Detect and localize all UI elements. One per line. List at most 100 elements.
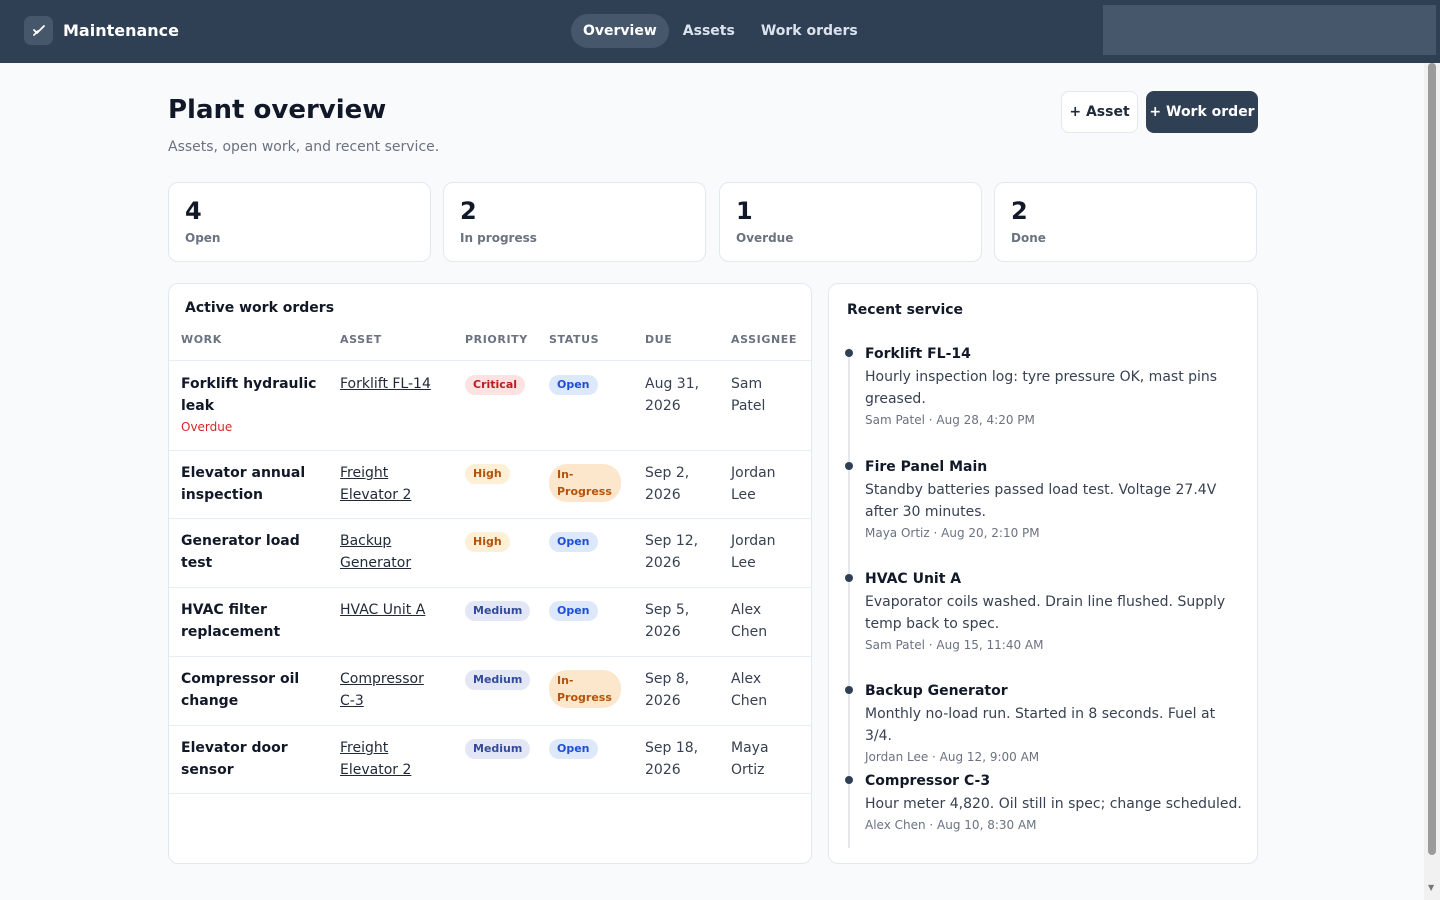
stat-value: 2	[1011, 197, 1028, 225]
stat-label: Done	[1011, 231, 1046, 245]
assignee: Jordan Lee	[731, 533, 776, 571]
add-asset-button[interactable]: + Asset	[1061, 91, 1138, 133]
due-date: Sep 8, 2026	[645, 671, 690, 709]
due-date: Aug 31, 2026	[645, 376, 700, 414]
nav-overview[interactable]: Overview	[571, 14, 669, 48]
entry-description: Standby batteries passed load test. Volt…	[865, 482, 1217, 520]
assignee: Alex Chen	[731, 671, 768, 709]
asset-link[interactable]: Backup Generator	[340, 533, 412, 571]
column-header-asset[interactable]: ASSET	[340, 333, 382, 346]
entry-asset: Backup Generator	[865, 683, 1008, 699]
entry-description: Evaporator coils washed. Drain line flus…	[865, 594, 1226, 632]
due-date: Sep 5, 2026	[645, 602, 690, 640]
service-entry: Fire Panel Main Standby batteries passed…	[845, 457, 1245, 541]
main-nav: Overview Assets Work orders	[571, 14, 870, 48]
app-name: Maintenance	[63, 21, 180, 40]
stat-label: In progress	[460, 231, 537, 245]
service-entry: Forklift FL-14 Hourly inspection log: ty…	[845, 344, 1245, 428]
top-bar: Maintenance Overview Assets Work orders	[0, 0, 1440, 63]
status-badge: Open	[549, 601, 598, 621]
entry-description: Hour meter 4,820. Oil still in spec; cha…	[865, 796, 1242, 812]
nav-assets[interactable]: Assets	[682, 23, 735, 39]
asset-link[interactable]: Forklift FL-14	[340, 376, 431, 392]
entry-asset: HVAC Unit A	[865, 571, 962, 587]
assignee: Maya Ortiz	[731, 740, 769, 778]
work-title[interactable]: Elevator door sensor	[181, 740, 288, 778]
entry-asset: Fire Panel Main	[865, 459, 988, 475]
column-header-due[interactable]: DUE	[645, 333, 673, 346]
stat-label: Overdue	[736, 231, 794, 245]
entry-meta: Maya Ortiz · Aug 20, 2:10 PM	[865, 526, 1040, 540]
timeline-dot	[845, 574, 853, 582]
assignee: Jordan Lee	[731, 465, 776, 503]
nav-work-orders[interactable]: Work orders	[760, 23, 858, 39]
table-row[interactable]: Forklift hydraulic leak Overdue Forklift…	[169, 360, 811, 450]
work-title[interactable]: Compressor oil change	[181, 671, 300, 709]
page-scrollbar[interactable]: ▼	[1424, 63, 1440, 900]
entry-asset: Compressor C-3	[865, 773, 991, 789]
asset-link[interactable]: Freight Elevator 2	[340, 740, 412, 778]
column-header-assignee[interactable]: ASSIGNEE	[731, 333, 798, 346]
stat-in-progress: 2 In progress	[443, 182, 706, 262]
work-title[interactable]: HVAC filter replacement	[181, 602, 281, 640]
add-work-order-button[interactable]: + Work order	[1146, 91, 1258, 133]
table-row[interactable]: Compressor oil change Compressor C-3 Med…	[169, 656, 811, 725]
column-header-priority[interactable]: PRIORITY	[465, 333, 528, 346]
table-row[interactable]: HVAC filter replacement HVAC Unit A Medi…	[169, 587, 811, 656]
priority-badge: High	[465, 464, 510, 484]
priority-badge: Medium	[465, 670, 531, 690]
timeline-dot	[845, 776, 853, 784]
priority-badge: Critical	[465, 375, 526, 395]
service-entry: Backup Generator Monthly no-load run. St…	[845, 681, 1245, 765]
priority-badge: Medium	[465, 601, 531, 621]
status-badge: Open	[549, 739, 598, 759]
due-date: Sep 2, 2026	[645, 465, 690, 503]
work-title[interactable]: Elevator annual inspection	[181, 465, 306, 503]
page-subtitle: Assets, open work, and recent service.	[168, 139, 440, 155]
priority-badge: High	[465, 532, 510, 552]
stat-value: 2	[460, 197, 477, 225]
table-row[interactable]: Elevator door sensor Freight Elevator 2 …	[169, 725, 811, 794]
timeline-dot	[845, 349, 853, 357]
user-area[interactable]	[1103, 5, 1436, 55]
asset-link[interactable]: Compressor C-3	[340, 671, 424, 709]
brand[interactable]: Maintenance	[24, 16, 179, 45]
priority-badge: Medium	[465, 739, 531, 759]
wrench-check-icon	[24, 16, 53, 45]
status-badge: In- Progress	[549, 464, 621, 502]
timeline-dot	[845, 686, 853, 694]
assignee: Alex Chen	[731, 602, 768, 640]
stat-open: 4 Open	[168, 182, 431, 262]
stat-overdue: 1 Overdue	[719, 182, 982, 262]
work-orders-title: Active work orders	[185, 300, 335, 316]
work-title[interactable]: Forklift hydraulic leak	[181, 376, 317, 414]
table-row[interactable]: Elevator annual inspection Freight Eleva…	[169, 450, 811, 518]
scroll-down-arrow-icon[interactable]: ▼	[1428, 883, 1435, 892]
timeline-line	[848, 348, 850, 848]
entry-description: Monthly no-load run. Started in 8 second…	[865, 706, 1216, 744]
work-title[interactable]: Generator load test	[181, 533, 300, 571]
entry-description: Hourly inspection log: tyre pressure OK,…	[865, 369, 1218, 407]
status-badge: In- Progress	[549, 670, 621, 708]
timeline-dot	[845, 462, 853, 470]
column-header-work[interactable]: WORK	[181, 333, 222, 346]
work-orders-card: Active work orders WORK ASSET PRIORITY S…	[168, 283, 812, 864]
status-badge: Open	[549, 375, 598, 395]
page-title: Plant overview	[168, 95, 387, 125]
stat-value: 1	[736, 197, 753, 225]
stat-label: Open	[185, 231, 221, 245]
column-header-status[interactable]: STATUS	[549, 333, 600, 346]
asset-link[interactable]: HVAC Unit A	[340, 602, 426, 618]
status-badge: Open	[549, 532, 598, 552]
asset-link[interactable]: Freight Elevator 2	[340, 465, 412, 503]
stat-done: 2 Done	[994, 182, 1257, 262]
table-row[interactable]: Generator load test Backup Generator Hig…	[169, 518, 811, 587]
entry-meta: Alex Chen · Aug 10, 8:30 AM	[865, 818, 1037, 832]
scrollbar-thumb[interactable]	[1428, 63, 1436, 855]
assignee: Sam Patel	[731, 376, 766, 414]
entry-meta: Jordan Lee · Aug 12, 9:00 AM	[865, 750, 1040, 764]
entry-meta: Sam Patel · Aug 15, 11:40 AM	[865, 638, 1044, 652]
service-entry: Compressor C-3 Hour meter 4,820. Oil sti…	[845, 771, 1245, 833]
entry-asset: Forklift FL-14	[865, 346, 971, 362]
service-entry: HVAC Unit A Evaporator coils washed. Dra…	[845, 569, 1245, 653]
